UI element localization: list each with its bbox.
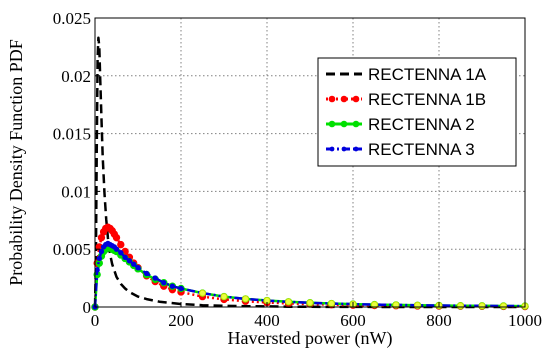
data-point [169,283,176,289]
data-point [96,255,103,262]
legend-marker [340,120,348,128]
x-tick-label: 600 [340,311,366,330]
data-point [392,301,400,309]
legend-entry: RECTENNA 2 [326,115,475,134]
legend-box [317,57,517,167]
x-tick-label: 400 [254,311,280,330]
y-tick-label: 0.015 [53,125,91,144]
data-point [199,289,206,297]
data-point [242,295,249,303]
data-point [98,248,105,255]
data-point [500,302,507,310]
legend-entry: RECTENNA 1B [326,90,486,109]
data-point [143,270,150,277]
axis-ticks: 0 200 400 600 800 1000 0 0.005 0.01 0.015 0.02 0.02… [53,9,542,330]
data-point [118,249,124,256]
y-tick-label: 0.01 [61,182,91,201]
y-tick-label: 0.005 [53,240,91,259]
legend-label: RECTENNA 1B [368,90,486,109]
data-point [126,258,133,264]
legend-label: RECTENNA 2 [368,115,475,134]
data-point [371,301,378,309]
y-tick-label: 0 [83,298,92,317]
data-point [306,299,314,307]
legend-marker [352,120,360,128]
legend-marker [328,95,336,103]
legend-label: RECTENNA 3 [368,140,475,159]
x-tick-label: 1000 [508,311,542,330]
x-tick-label: 0 [91,311,100,330]
legend-marker [341,146,347,152]
x-tick-label: 200 [168,311,194,330]
data-point [457,302,464,310]
legend-label: RECTENNA 1A [368,65,487,84]
data-point [113,246,120,252]
legend-marker [352,95,360,103]
data-point [122,254,128,260]
data-point [131,261,137,267]
x-axis-label: Haversted power (nW) [228,328,393,349]
data-point [112,233,121,242]
legend: RECTENNA 1A RECTENNA 1B RECTENNA 2 RECTENNA… [317,57,517,167]
data-point [161,280,167,286]
legend-marker [353,146,359,152]
legend-entry: RECTENNA 1A [326,65,487,84]
data-point [220,293,228,301]
legend-marker [329,146,335,152]
data-point [152,275,158,281]
x-tick-label: 800 [426,311,452,330]
data-point [135,264,141,271]
legend-entry: RECTENNA 3 [326,140,475,159]
y-tick-label: 0.02 [61,67,91,86]
data-point [478,302,486,310]
data-point [117,240,125,249]
data-point [94,267,100,273]
y-tick-label: 0.025 [53,9,91,28]
data-point [328,300,335,308]
y-axis-label: Probability Density Function PDF [6,39,26,286]
data-point [285,298,292,306]
plot-frame [94,17,526,308]
data-point [178,285,184,292]
legend-marker [340,95,348,103]
legend-marker [328,120,336,128]
